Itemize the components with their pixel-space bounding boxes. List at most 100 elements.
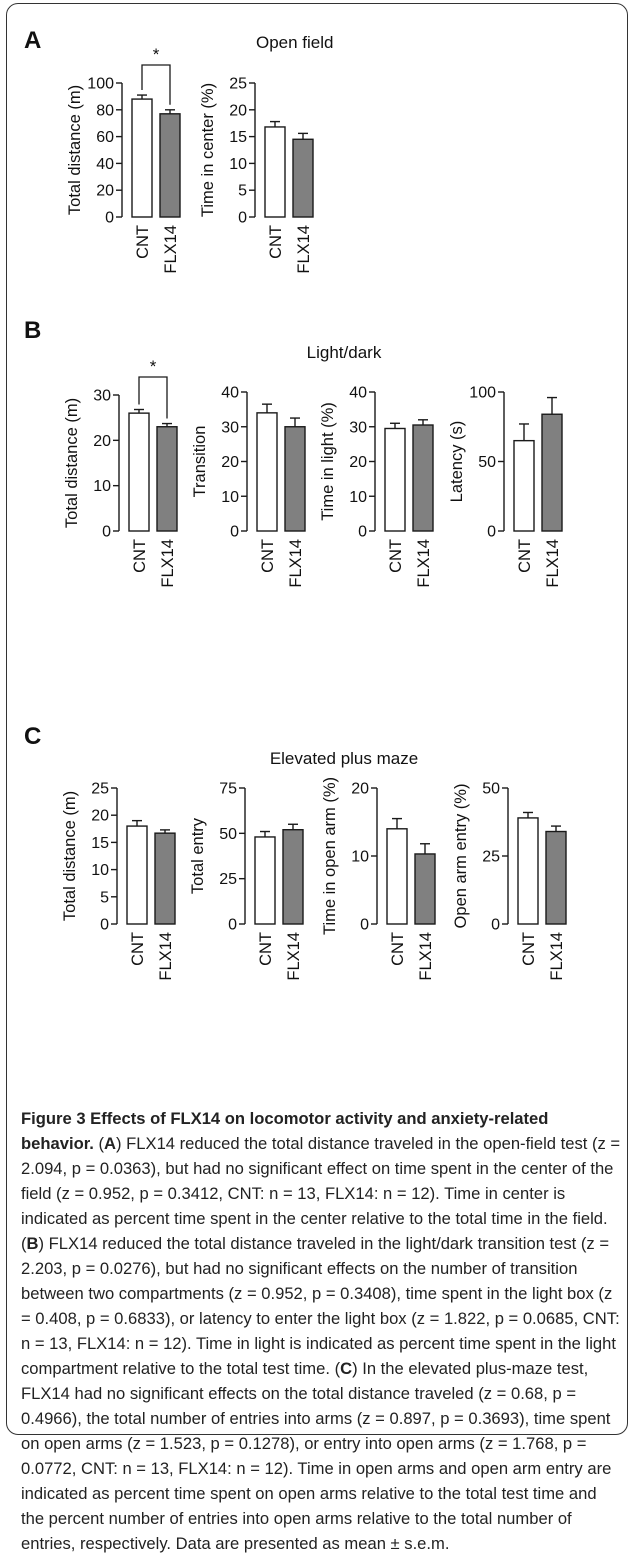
chart-9-y-tick-label: 20: [351, 781, 369, 798]
chart-10-bar-flx14: [546, 832, 566, 924]
chart-10-category-label: CNT: [520, 932, 538, 966]
chart-6-category-label: FLX14: [544, 539, 562, 588]
chart-2-y-tick-label: 20: [229, 102, 247, 119]
chart-10-bar-cnt: [518, 818, 538, 924]
chart-5-y-tick-label: 0: [358, 524, 367, 541]
panel-title-c: Elevated plus maze: [270, 749, 418, 768]
chart-4-y-tick-label: 40: [221, 385, 239, 402]
chart-8-bar-cnt: [255, 837, 275, 924]
chart-10-category-label: FLX14: [548, 932, 566, 981]
chart-8-y-axis-title: Total entry: [189, 817, 207, 894]
chart-5-y-tick-label: 10: [349, 489, 367, 506]
caption-text-b: FLX14 reduced the total distance travele…: [21, 1234, 620, 1378]
chart-7-y-tick-label: 5: [100, 889, 109, 906]
chart-5-category-label: FLX14: [415, 539, 433, 588]
chart-1-bar-cnt: [132, 99, 152, 217]
chart-5-y-axis-title: Time in light (%): [319, 402, 337, 521]
chart-8-y-tick-label: 75: [219, 781, 237, 798]
chart-2-y-tick-label: 0: [238, 210, 247, 227]
chart-5-bar-flx14: [413, 425, 433, 531]
chart-3-bar-flx14: [157, 427, 177, 531]
chart-8-category-label: CNT: [257, 932, 275, 966]
chart-6-category-label: CNT: [516, 539, 534, 573]
chart-8-category-label: FLX14: [285, 932, 303, 981]
panel-letter-b: B: [24, 317, 41, 344]
chart-3-y-tick-label: 0: [102, 524, 111, 541]
figure-caption: Figure 3 Effects of FLX14 on locomotor a…: [21, 1106, 621, 1556]
chart-7-y-tick-label: 25: [91, 781, 109, 798]
chart-9-y-tick-label: 0: [360, 917, 369, 934]
panel-letter-a: A: [24, 27, 41, 54]
chart-2-y-tick-label: 10: [229, 156, 247, 173]
chart-7-y-tick-label: 15: [91, 835, 109, 852]
chart-6-bar-cnt: [514, 441, 534, 531]
chart-1-category-label: CNT: [134, 225, 152, 259]
chart-7-y-tick-label: 0: [100, 917, 109, 934]
chart-5-y-tick-label: 40: [349, 385, 367, 402]
chart-1-y-tick-label: 60: [96, 129, 114, 146]
chart-6-y-tick-label: 0: [487, 524, 496, 541]
chart-1-y-tick-label: 40: [96, 156, 114, 173]
chart-6-y-tick-label: 100: [469, 385, 496, 402]
chart-7-category-label: FLX14: [157, 932, 175, 981]
chart-2-y-axis-title: Time in center (%): [199, 83, 217, 217]
chart-8-y-tick-label: 50: [219, 826, 237, 843]
chart-5-category-label: CNT: [387, 539, 405, 573]
chart-4-bar-flx14: [285, 427, 305, 531]
chart-6-y-axis-title: Latency (s): [448, 421, 466, 503]
chart-1-y-tick-label: 100: [87, 76, 114, 93]
chart-6-bar-flx14: [542, 414, 562, 531]
chart-2-bar-cnt: [265, 127, 285, 217]
chart-9-bar-flx14: [415, 854, 435, 924]
chart-3-y-axis-title: Total distance (m): [63, 398, 81, 528]
chart-4-category-label: CNT: [259, 539, 277, 573]
chart-5-y-tick-label: 30: [349, 419, 367, 436]
chart-1-y-tick-label: 0: [105, 210, 114, 227]
chart-2-category-label: FLX14: [295, 225, 313, 274]
figure-charts: A Open field B Light/dark C Elevated plus maz…: [0, 0, 636, 1100]
chart-2-y-tick-label: 5: [238, 183, 247, 200]
chart-1-y-axis-title: Total distance (m): [66, 85, 84, 215]
chart-8-y-tick-label: 0: [228, 917, 237, 934]
chart-4-y-tick-label: 10: [221, 489, 239, 506]
chart-3-y-tick-label: 20: [93, 433, 111, 450]
chart-4-y-tick-label: 30: [221, 419, 239, 436]
chart-5-y-tick-label: 20: [349, 454, 367, 471]
panel-title-a: Open field: [256, 33, 334, 52]
chart-3-category-label: CNT: [131, 539, 149, 573]
chart-10-y-tick-label: 0: [491, 917, 500, 934]
chart-3-category-label: FLX14: [159, 539, 177, 588]
chart-2-y-tick-label: 25: [229, 76, 247, 93]
chart-1-y-tick-label: 80: [96, 102, 114, 119]
chart-7-category-label: CNT: [129, 932, 147, 966]
chart-9-category-label: CNT: [389, 932, 407, 966]
chart-1-category-label: FLX14: [162, 225, 180, 274]
panel-title-b: Light/dark: [307, 343, 382, 362]
chart-5-bar-cnt: [385, 428, 405, 531]
chart-4-y-tick-label: 20: [221, 454, 239, 471]
caption-letter-b: B: [27, 1234, 39, 1253]
chart-10-y-tick-label: 25: [482, 849, 500, 866]
caption-text-c: In the elevated plus-maze test, FLX14 ha…: [21, 1359, 611, 1553]
chart-2-category-label: CNT: [267, 225, 285, 259]
chart-2-bar-flx14: [293, 139, 313, 217]
chart-7-bar-cnt: [127, 826, 147, 924]
chart-1-y-tick-label: 20: [96, 183, 114, 200]
chart-7-bar-flx14: [155, 833, 175, 924]
chart-1-bar-flx14: [160, 114, 180, 217]
chart-2-y-tick-label: 15: [229, 129, 247, 146]
chart-3-significance-bracket: [139, 377, 167, 419]
chart-10-y-axis-title: Open arm entry (%): [452, 784, 470, 929]
chart-3-bar-cnt: [129, 413, 149, 531]
chart-4-bar-cnt: [257, 413, 277, 531]
chart-4-category-label: FLX14: [287, 539, 305, 588]
chart-1-significance-marker: *: [153, 45, 160, 64]
chart-8-bar-flx14: [283, 830, 303, 924]
chart-9-y-tick-label: 10: [351, 849, 369, 866]
chart-4-y-axis-title: Transition: [191, 426, 209, 498]
chart-9-y-axis-title: Time in open arm (%): [321, 777, 339, 935]
chart-4-y-tick-label: 0: [230, 524, 239, 541]
chart-6-y-tick-label: 50: [478, 454, 496, 471]
chart-3-significance-marker: *: [150, 357, 157, 376]
chart-3-y-tick-label: 30: [93, 388, 111, 405]
